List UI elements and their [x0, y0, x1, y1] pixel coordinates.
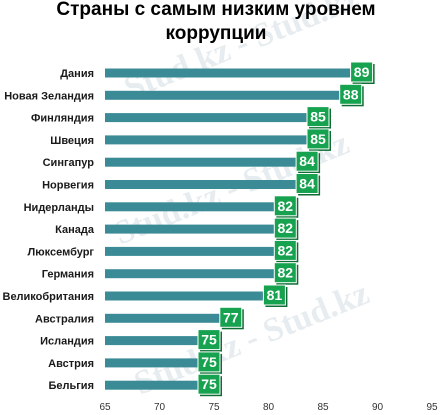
bar-1: [105, 68, 367, 78]
bar-2: [105, 90, 356, 100]
category-label-2: Новая Зеландия: [4, 90, 94, 102]
category-label-12: Австралия: [35, 313, 94, 325]
category-label-6: Норвегия: [42, 180, 94, 192]
category-label-15: Бельгия: [48, 380, 94, 392]
category-label-4: Швеция: [50, 135, 94, 147]
x-tick-label-80: 80: [263, 402, 275, 413]
x-tick-label-70: 70: [154, 402, 166, 413]
data-label-box-13: [197, 329, 221, 351]
data-label-box-7: [273, 195, 297, 217]
bar-5: [105, 157, 313, 167]
data-label-2: 88: [343, 86, 359, 102]
bar-15: [105, 380, 214, 390]
data-label-15: 75: [201, 376, 217, 392]
bar-11: [105, 291, 280, 301]
data-label-box-10: [273, 262, 297, 284]
data-label-box-15: [197, 373, 221, 395]
bar-13: [105, 336, 214, 346]
category-label-13: Исландия: [40, 336, 94, 348]
data-label-box-9: [273, 239, 297, 261]
data-label-box-11: [262, 284, 286, 306]
bar-10: [105, 269, 291, 279]
x-tick-label-75: 75: [208, 402, 220, 413]
data-labels: 89 88 85 85 84 84 82 82 82 82 81 77 75 75 75: [197, 61, 375, 397]
bar-12: [105, 313, 236, 323]
data-label-box-2: [339, 83, 363, 105]
data-label-box-8: [273, 217, 297, 239]
category-label-9: Люксембург: [28, 246, 95, 258]
x-axis-tick-labels: 65 70 75 80 85 90 95: [99, 402, 438, 413]
category-label-11: Великобритания: [3, 291, 95, 303]
bar-3: [105, 113, 323, 123]
data-label-6: 84: [299, 176, 315, 192]
data-label-box-4: [306, 128, 330, 150]
data-label-10: 82: [278, 265, 294, 281]
data-label-1: 89: [354, 64, 370, 80]
category-label-5: Сингапур: [43, 157, 95, 169]
bar-6: [105, 180, 313, 189]
data-label-box-12: [219, 306, 243, 328]
data-label-box-1: [350, 61, 374, 83]
category-label-10: Германия: [42, 269, 94, 281]
x-tick-label-85: 85: [317, 402, 329, 413]
data-label-4: 85: [310, 131, 326, 147]
data-label-box-3: [306, 106, 330, 128]
category-label-1: Дания: [60, 68, 94, 80]
bar-14: [105, 358, 214, 368]
category-label-7: Нидерланды: [24, 202, 94, 214]
bar-9: [105, 246, 291, 256]
bar-7: [105, 202, 291, 212]
bars-layer: [105, 68, 367, 390]
chart-title-line-2: коррупции: [166, 23, 267, 44]
category-label-3: Финляндия: [31, 113, 94, 125]
chart-title-line-1: Страны с самым низким уровнем: [56, 0, 375, 20]
data-label-13: 75: [201, 332, 217, 348]
data-label-11: 81: [267, 287, 283, 303]
data-label-3: 85: [310, 109, 326, 125]
x-tick-label-90: 90: [372, 402, 384, 413]
x-tick-label-65: 65: [99, 402, 111, 413]
data-label-14: 75: [201, 354, 217, 370]
data-label-box-6: [295, 173, 319, 194]
bar-4: [105, 135, 323, 145]
category-labels: Дания Новая Зеландия Финляндия Швеция Сингап…: [3, 68, 95, 392]
category-label-8: Канада: [55, 224, 95, 236]
data-label-12: 77: [223, 309, 239, 325]
category-label-14: Австрия: [48, 358, 94, 370]
data-label-7: 82: [278, 198, 294, 214]
bar-8: [105, 224, 291, 234]
x-tick-label-95: 95: [426, 402, 438, 413]
data-label-9: 82: [278, 242, 294, 258]
data-label-box-14: [197, 351, 221, 373]
data-label-box-5: [295, 150, 319, 172]
data-label-5: 84: [299, 153, 315, 169]
data-label-8: 82: [278, 220, 294, 236]
